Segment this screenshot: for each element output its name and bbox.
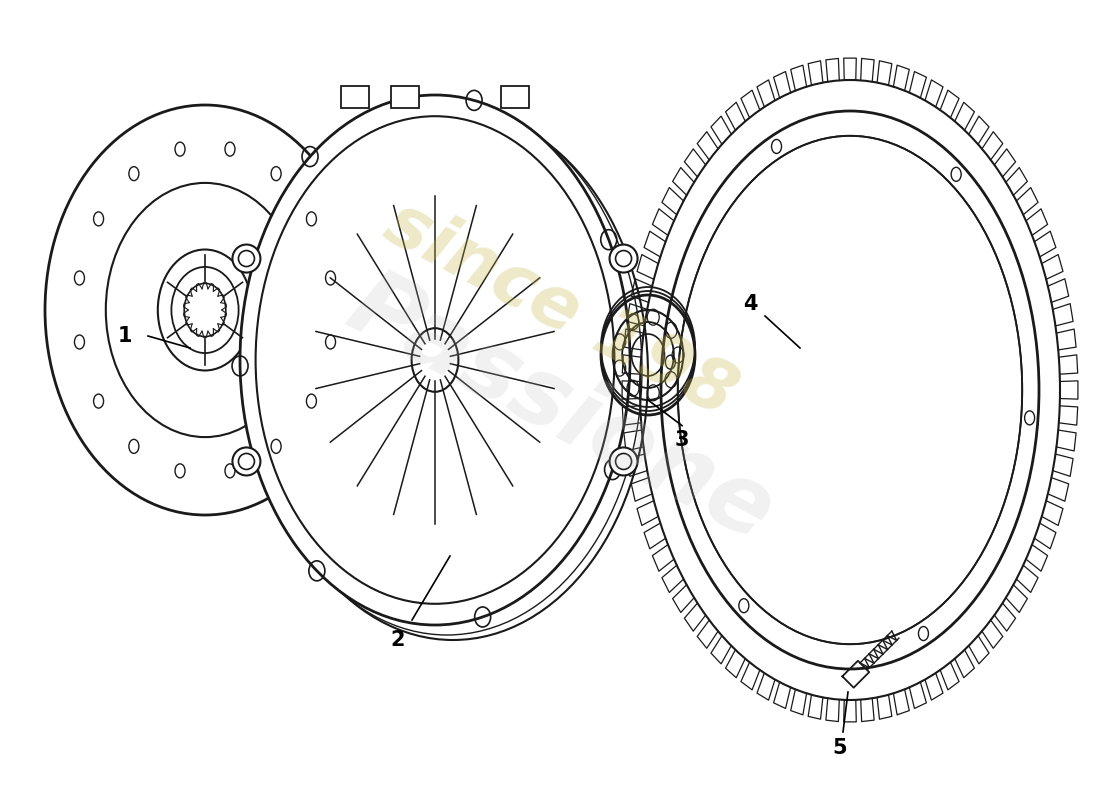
Ellipse shape [678, 136, 1022, 644]
Ellipse shape [240, 95, 630, 625]
Text: 5: 5 [833, 738, 847, 758]
Bar [390, 86, 419, 108]
Text: since 198: since 198 [373, 189, 747, 431]
Text: 3: 3 [674, 430, 690, 450]
Bar [341, 86, 368, 108]
Ellipse shape [232, 245, 261, 273]
Text: 1: 1 [118, 326, 132, 346]
Text: Passione: Passione [332, 259, 789, 561]
Ellipse shape [609, 245, 638, 273]
Ellipse shape [609, 447, 638, 475]
Ellipse shape [232, 447, 261, 475]
Bar [500, 86, 529, 108]
Text: 4: 4 [742, 294, 757, 314]
Text: 2: 2 [390, 630, 405, 650]
